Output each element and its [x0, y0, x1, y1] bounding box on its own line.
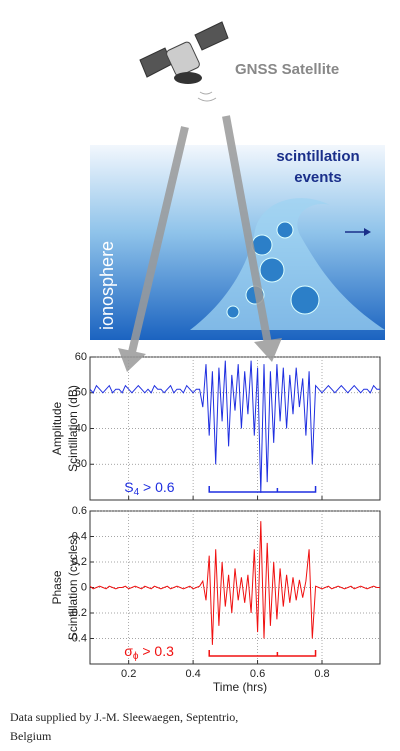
annotation: S4 > 0.6 — [124, 479, 175, 498]
events-label: events — [294, 169, 342, 186]
y-axis-label: Scintillation (dB) — [66, 385, 80, 472]
wave-shape — [190, 198, 385, 330]
x-tick-label: 0.6 — [250, 668, 265, 680]
bracket — [208, 486, 317, 493]
x-tick-label: 0.2 — [121, 668, 136, 680]
annotation: σϕ > 0.3 — [124, 643, 174, 662]
y-axis-label: Amplitude — [50, 402, 64, 456]
events-label: scintillation — [276, 148, 359, 165]
y-tick-label: -0.4 — [68, 632, 87, 644]
footer-text: Belgium — [10, 729, 52, 743]
y-tick-label: 0.6 — [72, 505, 87, 517]
satellite-label: GNSS Satellite — [235, 61, 339, 78]
satellite-icon — [139, 21, 229, 102]
y-tick-label: 60 — [75, 351, 87, 363]
y-tick-label: 50 — [75, 387, 87, 399]
y-tick-label: 0.2 — [72, 556, 87, 568]
annotation-text: > 0.3 — [138, 643, 174, 659]
x-tick-label: 0.4 — [185, 668, 200, 680]
annotation-subscript: ϕ — [133, 651, 139, 662]
y-tick-label: 40 — [75, 422, 87, 434]
y-tick-label: 0 — [81, 581, 87, 593]
ionosphere-label: ionosphere — [97, 241, 117, 330]
data-line — [89, 360, 380, 493]
y-tick-label: -0.2 — [68, 607, 87, 619]
x-tick-label: 0.8 — [314, 668, 329, 680]
x-axis-label: Time (hrs) — [213, 680, 267, 694]
annotation-subscript: 4 — [134, 487, 140, 498]
footer-text: Data supplied by J.-M. Sleewaegen, Septe… — [10, 710, 238, 724]
y-tick-label: 0.4 — [72, 530, 87, 542]
data-line — [89, 521, 380, 645]
signal-arrows — [118, 115, 282, 372]
annotation-symbol: S — [124, 479, 133, 495]
y-tick-label: 30 — [75, 458, 87, 470]
bracket — [208, 650, 317, 657]
annotation-text: > 0.6 — [139, 479, 175, 495]
y-axis-label: Phase — [50, 570, 64, 604]
annotation-symbol: σ — [124, 643, 133, 659]
y-axis-label: Scintillation (cycles) — [66, 535, 80, 640]
